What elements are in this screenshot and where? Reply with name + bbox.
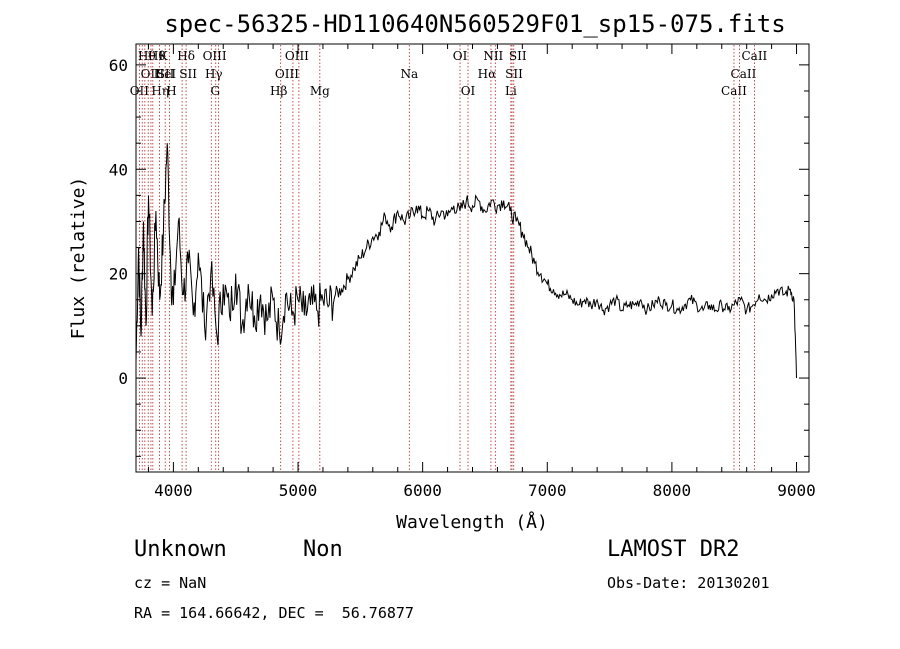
x-tick-label: 9000 xyxy=(777,481,816,500)
spectral-line-label: Hα xyxy=(478,67,497,81)
x-tick-label: 4000 xyxy=(154,481,193,500)
spectral-line-label: CaII xyxy=(741,49,767,63)
object-subclass: Non xyxy=(303,537,343,562)
spectral-line-markers: OIIOIIHθHηHeIHθSIIKHHδSIIGHγOIIIHβOIIIOI… xyxy=(130,45,768,471)
spectral-line-label: H xyxy=(166,84,176,98)
survey-name: LAMOST DR2 xyxy=(607,537,740,562)
spectral-line-label: NII xyxy=(483,49,503,63)
x-tick-label: 5000 xyxy=(279,481,318,500)
spectral-line-label: Hδ xyxy=(177,49,195,63)
spectral-line-label: Hθ xyxy=(148,49,166,63)
spectral-line-label: Mg xyxy=(310,84,330,98)
spectral-line-label: Na xyxy=(400,67,418,81)
chart-title: spec-56325-HD110640N560529F01_sp15-075.f… xyxy=(164,10,785,38)
spectral-line-label: Hβ xyxy=(270,84,287,98)
spectral-line-label: K xyxy=(159,49,169,63)
obs-date: Obs-Date: 20130201 xyxy=(607,574,770,592)
object-class: Unknown xyxy=(134,537,227,562)
x-axis-label: Wavelength (Å) xyxy=(396,511,548,533)
spectral-line-label: OIII xyxy=(275,67,299,81)
spectrum-series-line xyxy=(135,143,797,379)
y-tick-label: 60 xyxy=(109,56,128,75)
y-tick-label: 20 xyxy=(109,265,128,284)
x-axis: 4000 5000 6000 7000 8000 9000 xyxy=(147,44,816,500)
spectral-line-label: Hη xyxy=(151,84,169,98)
spectral-line-label: OIII xyxy=(203,49,227,63)
plot-frame xyxy=(135,43,810,473)
spectral-line-label: CaII xyxy=(731,67,757,81)
y-tick-label: 40 xyxy=(109,160,128,179)
x-tick-label: 8000 xyxy=(653,481,692,500)
spectral-line-label: OI xyxy=(453,49,468,63)
spectral-line-label: SII xyxy=(179,67,197,81)
y-axis-label: Flux (relative) xyxy=(68,177,89,340)
spectral-line-label: SII xyxy=(509,49,527,63)
spectral-line-label: SII xyxy=(157,67,175,81)
redshift: cz = NaN xyxy=(134,574,207,592)
y-axis: 0 20 40 60 xyxy=(109,56,809,457)
spectral-line-label: G xyxy=(210,84,220,98)
x-tick-label: 7000 xyxy=(528,481,567,500)
spectral-line-label: OII xyxy=(141,67,161,81)
spectral-line-label: OIII xyxy=(285,49,309,63)
coordinates: RA = 164.66642, DEC = 56.76877 xyxy=(134,604,414,622)
x-tick-label: 6000 xyxy=(403,481,442,500)
spectral-line-label: CaII xyxy=(721,84,747,98)
y-tick-label: 0 xyxy=(118,369,128,388)
spectral-line-label: Li xyxy=(505,84,517,98)
spectral-line-label: OI xyxy=(461,84,476,98)
spectral-line-label: Hγ xyxy=(205,67,223,81)
